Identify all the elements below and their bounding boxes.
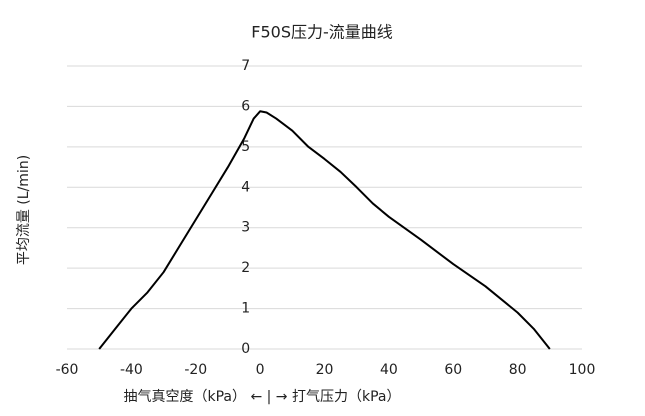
x-tick-label: 80 — [509, 362, 527, 378]
y-tick-label: 1 — [241, 301, 250, 317]
x-tick-label: 20 — [316, 362, 334, 378]
y-tick-label: 6 — [241, 98, 250, 114]
y-tick-label: 4 — [241, 179, 250, 195]
y-tick-label: 5 — [241, 139, 250, 155]
x-tick-label: 100 — [569, 362, 596, 378]
y-tick-label: 0 — [241, 341, 250, 357]
x-axis-label: 抽气真空度（kPa） ← | → 打气压力（kPa） — [124, 388, 401, 405]
x-tick-label: -20 — [184, 362, 207, 378]
y-axis-label: 平均流量 (L/min) — [16, 155, 32, 265]
x-tick-label: -60 — [56, 362, 79, 378]
y-tick-label: 3 — [241, 220, 250, 236]
y-tick-label: 7 — [241, 58, 250, 74]
x-tick-label: 40 — [380, 362, 398, 378]
x-tick-label: 60 — [444, 362, 462, 378]
data-line — [98, 110, 551, 350]
y-tick-label: 2 — [241, 260, 250, 276]
chart-title: F50S压力-流量曲线 — [251, 23, 393, 42]
x-tick-label: -40 — [120, 362, 143, 378]
x-tick-label: 0 — [256, 362, 265, 378]
